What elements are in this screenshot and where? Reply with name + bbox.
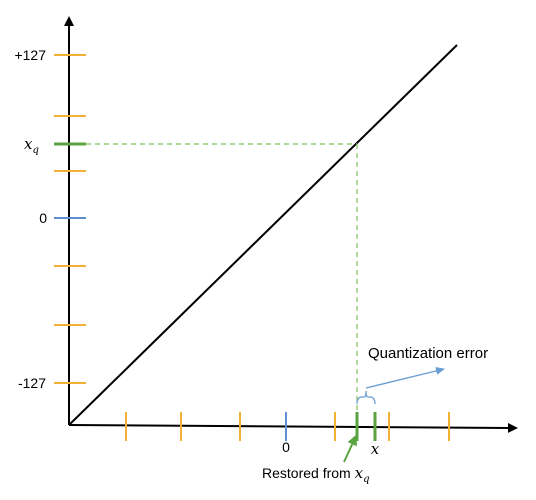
error-arrow: [365, 367, 445, 389]
x-label-zero: 0: [282, 439, 290, 455]
quantization-error-label: Quantization error: [368, 345, 488, 362]
mapping-line: [68, 44, 458, 426]
y-label-minus127: -127: [18, 375, 46, 391]
x-label-x: x: [371, 440, 380, 458]
restored-arrow: [343, 434, 357, 463]
error-bracket: [356, 390, 376, 405]
x-axis: [68, 422, 518, 433]
y-label-xq: xq: [24, 135, 39, 156]
y-label-plus127: +127: [14, 47, 46, 63]
y-label-zero: 0: [39, 210, 47, 226]
restored-label: Restored from xq: [262, 464, 369, 485]
